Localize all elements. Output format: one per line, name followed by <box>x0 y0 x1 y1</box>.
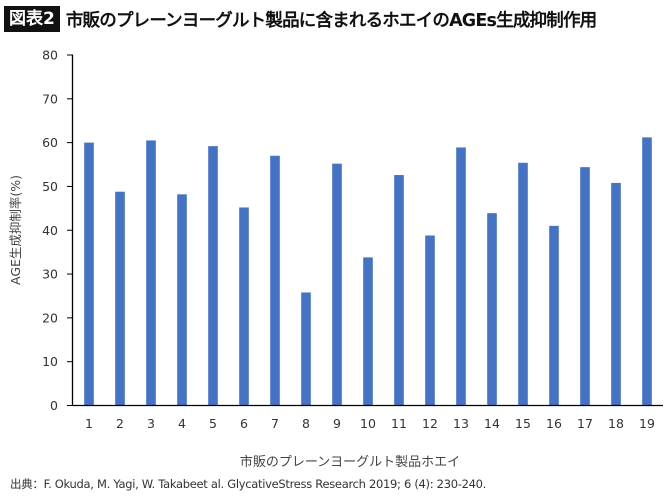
x-tick-label: 15 <box>515 416 531 431</box>
bar-8 <box>301 292 311 406</box>
bar-16 <box>549 225 559 406</box>
x-tick-label: 1 <box>85 416 93 431</box>
x-tick-label: 17 <box>577 416 593 431</box>
bar-1 <box>84 142 94 406</box>
y-tick-label: 40 <box>42 223 58 238</box>
bar-15 <box>518 162 528 406</box>
x-tick-label: 8 <box>302 416 310 431</box>
bar-19 <box>642 137 652 406</box>
y-tick-label: 50 <box>42 179 58 194</box>
x-tick-label: 10 <box>360 416 376 431</box>
x-tick-label: 18 <box>608 416 624 431</box>
bar-12 <box>425 235 435 406</box>
x-tick-label: 3 <box>147 416 155 431</box>
y-tick-label: 70 <box>42 91 58 106</box>
bar-2 <box>115 191 125 406</box>
x-axis-label: 市販のプレーンヨーグルト製品ホエイ <box>240 454 460 470</box>
x-tick-label: 11 <box>391 416 407 431</box>
x-tick-label: 7 <box>271 416 279 431</box>
bar-18 <box>611 182 621 406</box>
x-tick-label: 9 <box>333 416 341 431</box>
y-tick-label: 80 <box>42 48 58 63</box>
bar-5 <box>208 146 218 406</box>
bar-14 <box>487 213 497 406</box>
figure-title: 図表2 市販のプレーンヨーグルト製品に含まれるホエイのAGEs生成抑制作用 <box>4 5 597 33</box>
x-tick-label: 19 <box>639 416 655 431</box>
y-tick-label: 20 <box>42 310 58 325</box>
bar-3 <box>146 140 156 406</box>
bar-10 <box>363 257 373 406</box>
bar-9 <box>332 163 342 406</box>
figure-title-text: 市販のプレーンヨーグルト製品に含まれるホエイのAGEs生成抑制作用 <box>65 10 597 31</box>
bar-11 <box>394 175 404 406</box>
figure-badge: 図表2 <box>4 6 60 32</box>
bar-17 <box>580 167 590 406</box>
source-citation: 出典：F. Okuda, M. Yagi, W. Takabeet al. Gl… <box>10 477 486 491</box>
x-tick-label: 5 <box>209 416 217 431</box>
y-tick-label: 10 <box>42 354 58 369</box>
x-tick-label: 13 <box>453 416 469 431</box>
y-tick-label: 30 <box>42 267 58 282</box>
y-tick-label: 60 <box>42 135 58 150</box>
x-tick-label: 12 <box>422 416 438 431</box>
x-tick-label: 4 <box>178 416 186 431</box>
x-tick-label: 2 <box>116 416 124 431</box>
y-axis-label: AGE生成抑制率(%) <box>8 175 23 285</box>
bar-7 <box>270 155 280 406</box>
bar-4 <box>177 194 187 406</box>
x-tick-label: 14 <box>484 416 500 431</box>
y-tick-label: 0 <box>50 398 58 413</box>
x-tick-label: 6 <box>240 416 248 431</box>
bar-13 <box>456 147 466 406</box>
x-tick-label: 16 <box>546 416 562 431</box>
bar-6 <box>239 207 249 406</box>
